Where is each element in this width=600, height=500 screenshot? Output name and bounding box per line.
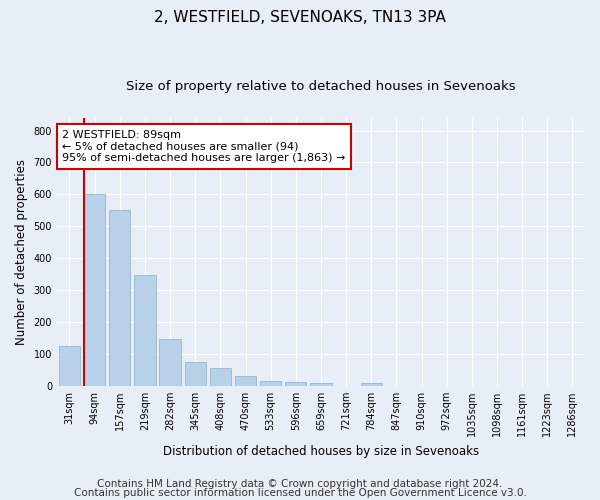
Text: Contains HM Land Registry data © Crown copyright and database right 2024.: Contains HM Land Registry data © Crown c… (97, 479, 503, 489)
Y-axis label: Number of detached properties: Number of detached properties (15, 159, 28, 345)
Text: Contains public sector information licensed under the Open Government Licence v3: Contains public sector information licen… (74, 488, 526, 498)
Bar (160, 338, 181, 386)
Bar (260, 381, 281, 386)
Bar (361, 384, 382, 386)
Bar (109, 210, 130, 386)
Text: 2 WESTFIELD: 89sqm
← 5% of detached houses are smaller (94)
95% of semi-detached: 2 WESTFIELD: 89sqm ← 5% of detached hous… (62, 130, 346, 163)
Title: Size of property relative to detached houses in Sevenoaks: Size of property relative to detached ho… (126, 80, 516, 93)
Bar (185, 362, 206, 386)
Bar (209, 368, 231, 386)
Text: 2, WESTFIELD, SEVENOAKS, TN13 3PA: 2, WESTFIELD, SEVENOAKS, TN13 3PA (154, 10, 446, 25)
Bar (84, 194, 106, 386)
Bar (310, 382, 332, 386)
Bar (285, 382, 307, 386)
Bar (59, 346, 80, 386)
Bar (134, 275, 155, 386)
X-axis label: Distribution of detached houses by size in Sevenoaks: Distribution of detached houses by size … (163, 444, 479, 458)
Bar (235, 376, 256, 386)
